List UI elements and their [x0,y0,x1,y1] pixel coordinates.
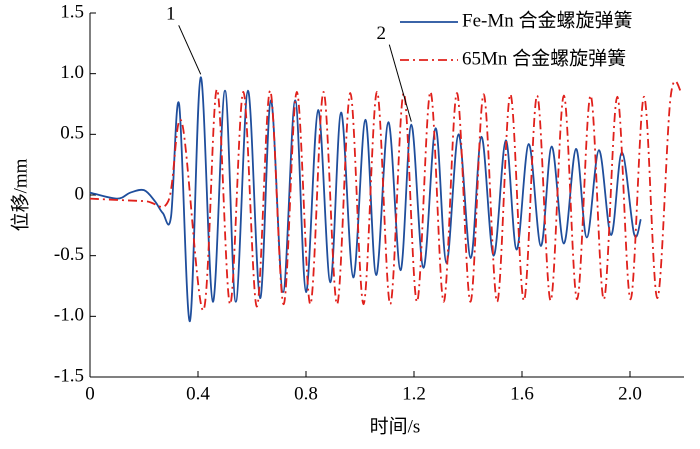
legend-label: Fe-Mn 合金螺旋弹簧 [462,9,632,31]
data-line [89,80,683,312]
annotation-leader [178,25,202,75]
y-axis-label: 位移/mm [9,158,31,231]
x-axis-label: 时间/s [370,415,421,437]
legend-label: 65Mn 合金螺旋弹簧 [462,47,626,69]
data-line [89,76,642,323]
x-tick-label: 0 [85,383,95,404]
x-tick-label: 1.6 [510,383,534,404]
y-tick-label: 1.5 [60,1,84,22]
x-tick-label: 0.8 [294,383,318,404]
y-tick-label: -1.5 [54,365,84,386]
annotation-label: 2 [377,23,387,44]
y-tick-label: 0 [75,183,85,204]
annotation-leader [388,44,412,122]
y-tick-label: 0.5 [60,123,84,144]
x-tick-label: 0.4 [186,383,210,404]
y-tick-label: -1.0 [54,305,84,326]
x-tick-label: 2.0 [618,383,642,404]
annotation-label: 1 [166,4,176,25]
y-tick-label: -0.5 [54,244,84,265]
y-tick-label: 1.0 [60,62,84,83]
x-tick-label: 1.2 [402,383,426,404]
